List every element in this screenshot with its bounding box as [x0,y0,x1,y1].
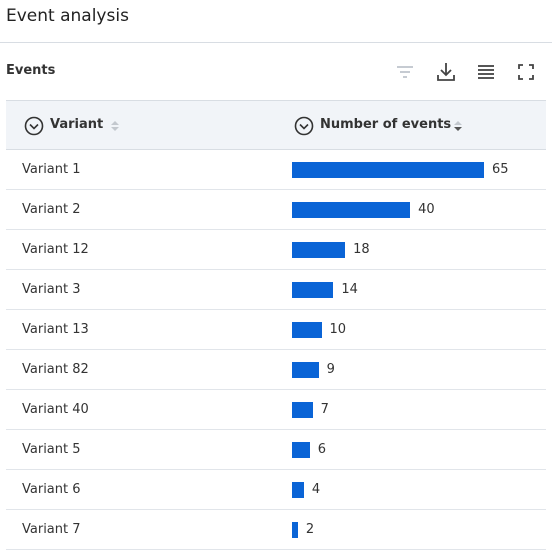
columns-icon[interactable] [476,62,496,82]
value-label: 2 [305,522,315,537]
column-menu-icon[interactable] [294,116,314,136]
table-row: Variant 13 10 [6,310,546,350]
variant-label: Variant 5 [22,442,81,457]
bar [292,442,310,458]
bar [292,202,411,218]
bar [292,402,313,418]
variant-label: Variant 3 [22,282,81,297]
value-label: 9 [326,362,335,377]
table-row: Variant 2 40 [6,190,546,230]
panel-title: Events [6,63,56,78]
variant-label: Variant 6 [22,482,81,497]
column-header[interactable]: Number of events [320,117,452,132]
bar [292,162,484,178]
table-row: Variant 1 65 [6,150,546,190]
page-title: Event analysis [6,6,129,26]
variant-label: Variant 2 [22,202,81,217]
value-label: 40 [418,202,435,217]
sort-icon[interactable] [110,119,120,133]
variant-label: Variant 82 [22,362,89,377]
table-row: Variant 7 2 [6,510,546,550]
table-row: Variant 3 14 [6,270,546,310]
column-header[interactable]: Variant [50,117,104,132]
table-row: Variant 6 4 [6,470,546,510]
bar [292,522,298,538]
sort-icon[interactable] [453,119,463,133]
bar [292,322,322,338]
value-label: 4 [311,482,321,497]
variant-label: Variant 7 [22,522,81,537]
column-menu-icon[interactable] [24,116,44,136]
value-label: 14 [341,282,358,297]
bar [292,482,304,498]
value-label: 10 [329,322,347,337]
value-label: 65 [492,162,509,177]
bar [292,362,319,378]
separator [0,42,552,43]
table-row: Variant 82 9 [6,350,546,390]
table-row: Variant 40 7 [6,390,546,430]
variant-label: Variant 13 [22,322,89,337]
bar [292,282,334,298]
value-label: 7 [320,402,329,417]
value-label: 6 [317,442,326,457]
table-row: Variant 12 18 [6,230,546,270]
filter-icon[interactable] [395,62,415,82]
variant-label: Variant 40 [22,402,89,417]
fullscreen-icon[interactable] [516,62,536,82]
variant-label: Variant 12 [22,242,89,257]
bar [292,242,346,258]
table-header: Variant Number of events [6,100,546,150]
value-label: 18 [353,242,370,257]
download-icon[interactable] [435,61,457,83]
table-row: Variant 5 6 [6,430,546,470]
variant-label: Variant 1 [22,162,81,177]
